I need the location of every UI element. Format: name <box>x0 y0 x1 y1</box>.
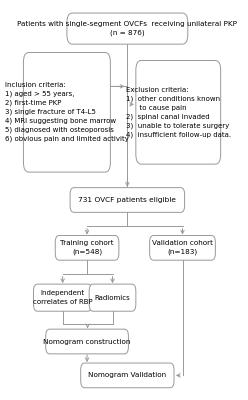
FancyBboxPatch shape <box>70 188 185 212</box>
Text: Patients with single-segment OVCFs  receiving unilateral PKP
(n = 876): Patients with single-segment OVCFs recei… <box>17 21 237 36</box>
Text: Inclusion criteria:
1) aged > 55 years,
2) first-time PKP
3) single fracture of : Inclusion criteria: 1) aged > 55 years, … <box>5 82 129 142</box>
Text: Independent
correlates of RBP: Independent correlates of RBP <box>33 290 93 305</box>
FancyBboxPatch shape <box>33 284 92 311</box>
FancyBboxPatch shape <box>136 60 221 164</box>
Text: Nomogram Validation: Nomogram Validation <box>88 372 166 378</box>
FancyBboxPatch shape <box>67 13 188 44</box>
FancyBboxPatch shape <box>81 363 174 388</box>
FancyBboxPatch shape <box>23 52 110 172</box>
FancyBboxPatch shape <box>150 236 215 260</box>
Text: Validation cohort
(n=183): Validation cohort (n=183) <box>152 240 213 255</box>
FancyBboxPatch shape <box>89 284 136 311</box>
Text: Nomogram construction: Nomogram construction <box>43 338 131 344</box>
FancyBboxPatch shape <box>55 236 119 260</box>
FancyBboxPatch shape <box>46 329 128 354</box>
Text: Exclusion criteria:
1)  other conditions known
      to cause pain
2)  spinal ca: Exclusion criteria: 1) other conditions … <box>126 87 231 138</box>
Text: Training cohort
(n=548): Training cohort (n=548) <box>60 240 114 255</box>
Text: 731 OVCF patients eligible: 731 OVCF patients eligible <box>78 197 176 203</box>
Text: Radiomics: Radiomics <box>95 295 130 301</box>
